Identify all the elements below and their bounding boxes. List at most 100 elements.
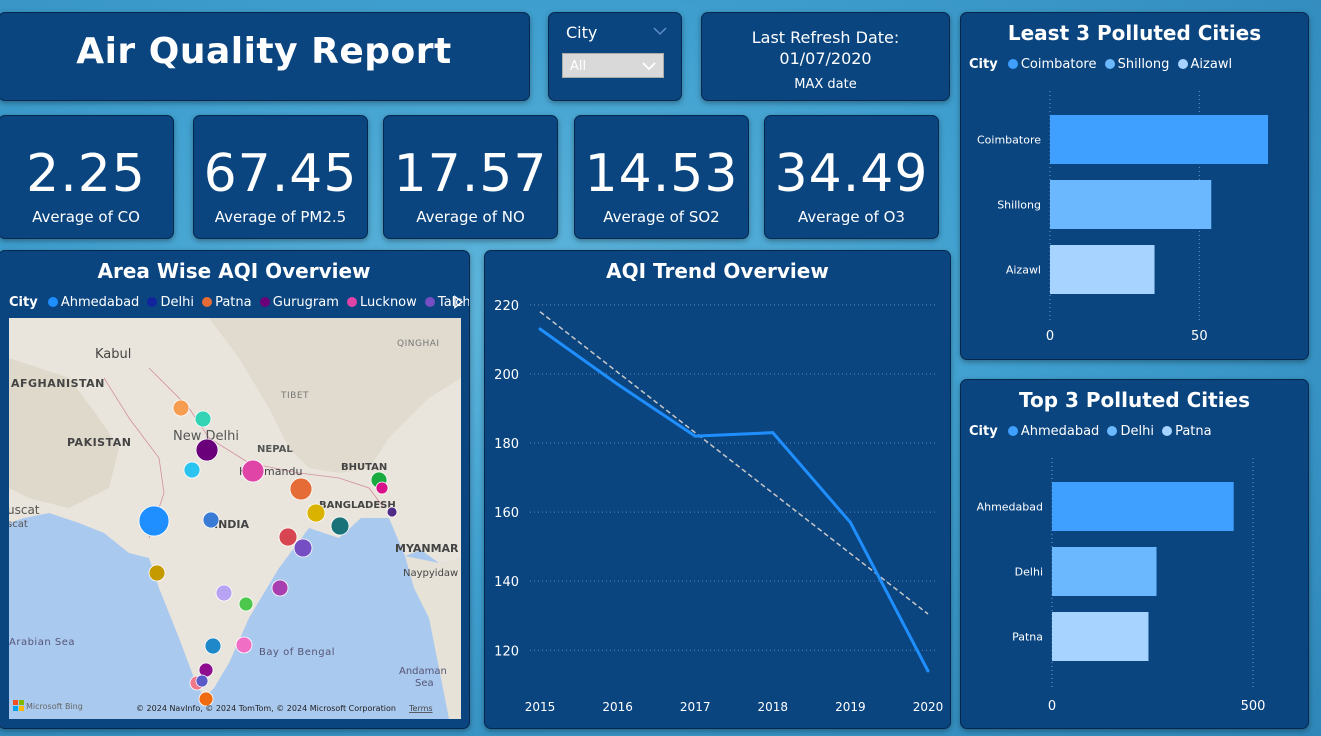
category-label: Patna (1012, 631, 1043, 644)
map-land-myanmar (405, 556, 461, 719)
map-bubble[interactable] (194, 410, 212, 428)
map-bubble[interactable] (306, 503, 326, 523)
legend-dot (147, 297, 158, 307)
map-bubble[interactable] (202, 511, 220, 529)
map-bubble[interactable] (183, 461, 201, 479)
legend-dot (1107, 426, 1118, 436)
map-bubble[interactable] (271, 579, 289, 597)
slicer-label: City (566, 23, 598, 42)
map-label-andaman: Andaman (399, 666, 447, 677)
map-bubble[interactable] (278, 527, 298, 547)
least-polluted-title: Least 3 Polluted Cities (1007, 21, 1262, 45)
trend-line-chart[interactable]: 120 140 160 180 200 220 2015 2016 2017 2018 2019 20… (485, 251, 951, 729)
map-bubble[interactable] (204, 637, 222, 655)
map-panel: Area Wise AQI Overview City Ahmedabad De… (0, 250, 470, 729)
legend-item-delhi[interactable]: Delhi (147, 295, 194, 310)
legend-label: City (969, 424, 998, 439)
map-label-myanmar: MYANMAR (395, 542, 459, 555)
least-polluted-bar-chart[interactable]: 0 50 Coimbatore Shillong Aizawl (961, 13, 1309, 360)
legend-item[interactable]: Coimbatore (1007, 57, 1097, 72)
x-tick-label: 2017 (680, 700, 711, 714)
kpi-label: Average of O3 (798, 208, 905, 226)
map-label-bhutan: BHUTAN (341, 462, 387, 473)
map-bubble[interactable] (330, 516, 350, 536)
map-bubble[interactable] (148, 564, 166, 582)
microsoft-bing-logo: Microsoft Bing (13, 700, 83, 711)
map-bubble[interactable] (375, 481, 389, 495)
legend-next-icon[interactable] (454, 295, 463, 309)
y-tick-label: 180 (494, 437, 519, 452)
legend-dot (47, 297, 58, 307)
legend-item-ahmedabad[interactable]: Ahmedabad (47, 295, 140, 310)
map-bubble[interactable] (289, 477, 313, 501)
x-tick-label: 50 (1191, 329, 1208, 344)
kpi-card-no: 17.57 Average of NO (383, 115, 558, 239)
chevron-down-icon[interactable] (653, 24, 667, 38)
y-tick-label: 140 (494, 575, 519, 590)
x-tick-label: 2018 (758, 700, 789, 714)
city-dropdown[interactable]: All (562, 53, 664, 78)
legend-text: Lucknow (360, 295, 417, 310)
map-panel-title: Area Wise AQI Overview (97, 259, 371, 283)
x-tick-label: 2015 (525, 700, 556, 714)
map-bubble[interactable] (198, 691, 214, 707)
map-terrain (29, 318, 461, 473)
map-label-new-delhi: New Delhi (173, 429, 239, 444)
map-bubble[interactable] (138, 505, 170, 537)
refresh-block: Last Refresh Date: 01/07/2020 (702, 27, 949, 69)
title-card: Air Quality Report (0, 12, 530, 101)
legend-item-talcher[interactable]: Talcher (424, 295, 469, 310)
city-dropdown-value: All (570, 59, 587, 74)
legend-item[interactable]: Ahmedabad (1007, 424, 1099, 439)
category-label: Aizawl (1006, 264, 1041, 277)
legend-text: Delhi (1120, 424, 1154, 439)
legend-item[interactable]: Patna (1162, 424, 1212, 439)
map-bubble[interactable] (235, 636, 253, 654)
map-bubble[interactable] (386, 506, 398, 518)
least-polluted-legend: City Coimbatore Shillong Aizawl (969, 57, 1236, 72)
india-map[interactable]: Kabul AFGHANISTAN PAKISTAN New Delhi NEP… (9, 318, 461, 719)
legend-dot (347, 297, 358, 307)
top-polluted-legend: City Ahmedabad Delhi Patna (969, 424, 1216, 439)
top-polluted-bar-chart[interactable]: 0 500 Ahmedabad Delhi Patna (961, 380, 1309, 729)
city-slicer: City All (548, 12, 682, 101)
kpi-value: 67.45 (203, 144, 358, 204)
map-terrain (9, 358, 119, 508)
y-tick-label: 200 (494, 368, 519, 383)
legend-dot (1177, 59, 1188, 69)
map-bubble[interactable] (172, 399, 190, 417)
x-tick-label: 2020 (913, 700, 944, 714)
y-tick-label: 120 (494, 644, 519, 659)
bar (1052, 612, 1149, 661)
x-tick-label: 2016 (602, 700, 633, 714)
map-label-tibet: TIBET (280, 391, 309, 401)
legend-item[interactable]: Shillong (1104, 57, 1169, 72)
category-label: Delhi (1015, 566, 1043, 579)
map-bubble[interactable] (241, 459, 265, 483)
legend-item-lucknow[interactable]: Lucknow (347, 295, 417, 310)
legend-item[interactable]: Aizawl (1177, 57, 1232, 72)
legend-item-gurugram[interactable]: Gurugram (259, 295, 339, 310)
trend-line (539, 311, 929, 615)
map-terms-link[interactable]: Terms (408, 704, 433, 713)
map-label-uscat: uscat (9, 503, 40, 517)
map-bubble[interactable] (195, 438, 219, 462)
map-label-bangladesh: BANGLADESH (319, 500, 396, 511)
legend-item-patna[interactable]: Patna (202, 295, 252, 310)
legend-item[interactable]: Delhi (1107, 424, 1154, 439)
map-bubble[interactable] (215, 584, 233, 602)
aqi-point (771, 431, 775, 435)
map-label-nepal: NEPAL (257, 444, 293, 455)
legend-dot (1007, 426, 1018, 436)
refresh-card: Last Refresh Date: 01/07/2020 MAX date (701, 12, 950, 101)
map-bubble[interactable] (293, 538, 313, 558)
legend-text: Coimbatore (1020, 57, 1097, 72)
legend-text: Ahmedabad (60, 295, 140, 310)
trend-panel: AQI Trend Overview 120 140 160 180 200 220 201… (484, 250, 951, 729)
map-bubble[interactable] (195, 674, 209, 688)
top-polluted-panel: Top 3 Polluted Cities City Ahmedabad Del… (960, 379, 1309, 729)
map-bubble[interactable] (238, 596, 254, 612)
y-tick-label: 160 (494, 506, 519, 521)
x-tick-label: 0 (1046, 329, 1054, 344)
map-label-bay-of-bengal: Bay of Bengal (259, 647, 335, 658)
